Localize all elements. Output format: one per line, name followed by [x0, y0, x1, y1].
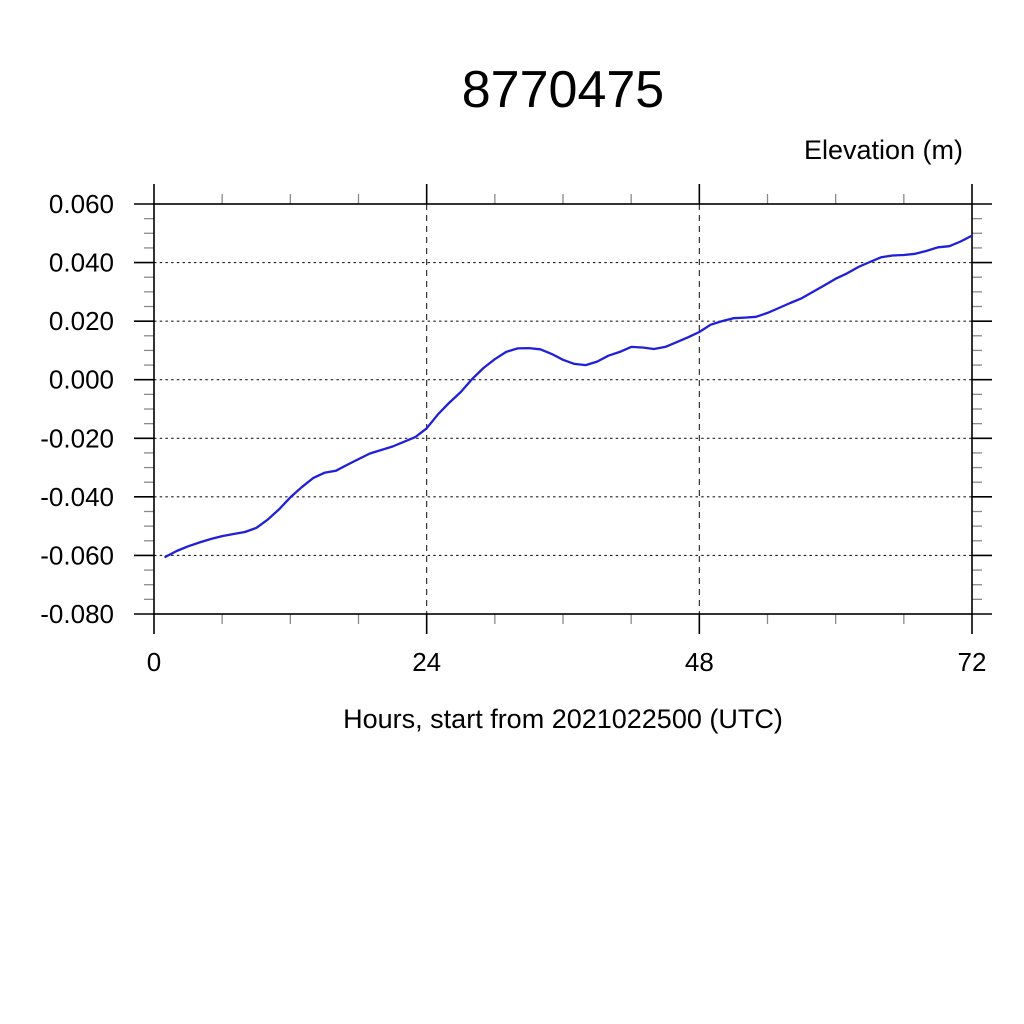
plot-frame	[153, 203, 973, 615]
x-tick-label: 72	[958, 647, 987, 677]
y-tick-label: 0.000	[49, 365, 114, 395]
y-tick-label: 0.060	[49, 189, 114, 219]
y-tick-label: 0.040	[49, 248, 114, 278]
x-tick-label: 48	[685, 647, 714, 677]
y-tick-label: 0.020	[49, 306, 114, 336]
y-tick-label: -0.020	[40, 423, 114, 453]
y-tick-label: -0.060	[40, 540, 114, 570]
x-tick-label: 0	[147, 647, 161, 677]
x-tick-label: 24	[412, 647, 441, 677]
elevation-line	[164, 234, 974, 559]
y-axis-unit-label: Elevation (m)	[803, 135, 963, 165]
y-tick-label: -0.080	[40, 599, 114, 629]
y-tick-label: -0.040	[40, 482, 114, 512]
chart-title: 8770475	[461, 61, 665, 119]
x-axis-label: Hours, start from 2021022500 (UTC)	[343, 704, 783, 734]
